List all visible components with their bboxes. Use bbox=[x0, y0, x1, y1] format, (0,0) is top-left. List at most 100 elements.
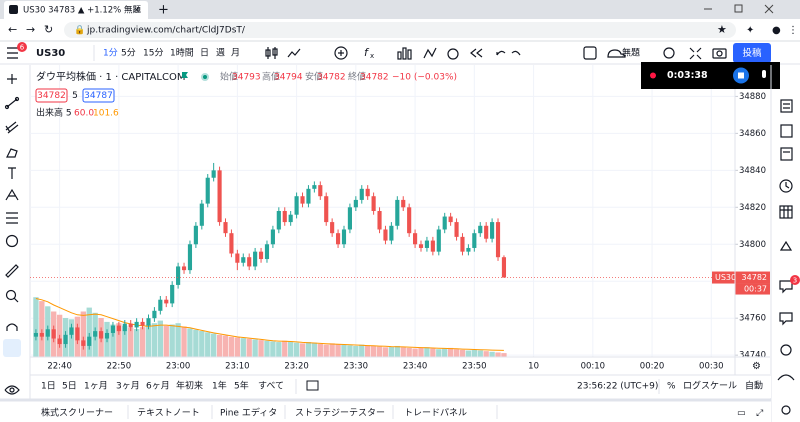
candle-body bbox=[51, 329, 56, 339]
symbol-name: ダウ平均株価 · 1 · CAPITALCOM bbox=[36, 70, 185, 83]
settings-icon[interactable]: ⚙ bbox=[752, 361, 761, 372]
volume-bar bbox=[222, 335, 229, 357]
y-tick-label: 34840 bbox=[739, 166, 766, 176]
candle-body bbox=[140, 321, 145, 326]
candle-body bbox=[187, 244, 193, 271]
bid: 34782 bbox=[37, 91, 66, 101]
volume-bar bbox=[210, 333, 217, 357]
candle-body bbox=[146, 318, 151, 326]
goto-date[interactable] bbox=[306, 380, 319, 391]
volume-bar bbox=[347, 345, 353, 357]
toolbar-icons[interactable] bbox=[265, 46, 727, 60]
interval[interactable]: 月 bbox=[231, 48, 240, 59]
volume-bar bbox=[483, 351, 489, 357]
volume-legend: 出来高 5 bbox=[36, 107, 72, 119]
panel-tab[interactable]: 株式スクリーナー bbox=[41, 407, 113, 419]
legend-value: 34782 bbox=[360, 73, 389, 83]
sidebar-icons[interactable] bbox=[777, 99, 795, 415]
candle-body bbox=[81, 340, 86, 346]
range-group: 1日 5日 1ヶ月 3ヶ月 6ヶ月 年初来 1年 5年 すべて bbox=[41, 380, 284, 392]
mic-icon[interactable] bbox=[762, 70, 766, 78]
legend-value: 34794 bbox=[274, 73, 303, 83]
range-button[interactable]: 年初来 bbox=[176, 380, 203, 392]
interval-group: 1分 5分 15分 1時間日週月 bbox=[103, 48, 240, 59]
volume-bar bbox=[133, 329, 140, 357]
indicators-icon[interactable]: f bbox=[364, 46, 370, 59]
panel-tab[interactable]: ストラテジーテスター bbox=[295, 408, 385, 419]
interval[interactable]: 1時間 bbox=[170, 48, 194, 59]
active-tab[interactable] bbox=[4, 1, 148, 19]
log-toggle[interactable]: ログスケール bbox=[683, 380, 737, 392]
symbol[interactable]: US30 bbox=[36, 48, 65, 59]
publish-label: 投稿 bbox=[742, 47, 762, 59]
collapse[interactable]: ▭ bbox=[737, 409, 746, 419]
reload-button[interactable]: ↻ bbox=[44, 23, 53, 36]
volume-bar bbox=[370, 345, 377, 357]
range-button[interactable]: 1年 bbox=[212, 380, 227, 392]
range-button[interactable]: 5日 bbox=[62, 381, 77, 392]
volume-bar bbox=[169, 324, 175, 357]
candle-body bbox=[484, 225, 489, 239]
volume-bar bbox=[394, 345, 400, 357]
range-button[interactable]: すべて bbox=[258, 381, 284, 392]
menu[interactable]: ⋮ bbox=[788, 25, 798, 36]
candle-body bbox=[383, 229, 388, 241]
tab-close[interactable]: × bbox=[133, 6, 141, 16]
interval[interactable]: 5分 bbox=[121, 48, 136, 59]
badge bbox=[17, 42, 27, 52]
range-button[interactable]: 1日 bbox=[41, 381, 56, 392]
layout-name[interactable]: 無題 bbox=[622, 47, 640, 59]
volume-bar bbox=[418, 347, 424, 357]
interval[interactable]: 15分 bbox=[143, 48, 163, 59]
active-tool[interactable] bbox=[3, 339, 21, 357]
buy-box[interactable] bbox=[82, 88, 115, 103]
range-button[interactable]: 3ヶ月 bbox=[116, 381, 140, 392]
candle-body bbox=[170, 284, 175, 304]
panel-tab[interactable]: トレードパネル bbox=[404, 408, 467, 419]
interval[interactable]: 週 bbox=[216, 48, 225, 59]
market-status bbox=[201, 73, 209, 81]
volume-bar bbox=[110, 324, 116, 357]
volume-bar bbox=[163, 325, 169, 357]
range-button[interactable]: 1ヶ月 bbox=[84, 381, 108, 392]
volume-ma-value: 101.6 bbox=[93, 109, 119, 119]
panel-tab[interactable]: テキストノート bbox=[137, 408, 200, 419]
panel-tab[interactable]: Pine エディタ bbox=[220, 407, 277, 419]
drawing-tools[interactable] bbox=[4, 74, 20, 395]
url-box[interactable] bbox=[64, 22, 736, 38]
percent-toggle[interactable]: % bbox=[667, 382, 676, 392]
candle-body bbox=[181, 266, 187, 271]
candle-body bbox=[176, 266, 181, 285]
candle-body bbox=[39, 332, 44, 337]
x-tick-label: 23:50 bbox=[462, 362, 487, 372]
range-button[interactable]: 5年 bbox=[234, 380, 249, 392]
avatar[interactable]: ● bbox=[772, 25, 781, 36]
interval[interactable]: 1分 bbox=[103, 48, 118, 59]
y-tick-label: 34820 bbox=[739, 203, 766, 213]
interval[interactable]: 日 bbox=[200, 48, 209, 59]
sell-box[interactable] bbox=[35, 88, 68, 103]
candle-body bbox=[335, 233, 341, 245]
window-controls[interactable] bbox=[704, 4, 774, 14]
candle-body bbox=[45, 329, 50, 337]
forward-button[interactable]: → bbox=[26, 23, 35, 36]
candle-body bbox=[128, 323, 133, 328]
volume-bar bbox=[157, 320, 164, 357]
publish-button[interactable] bbox=[733, 43, 771, 63]
bookmark-star[interactable]: ★ bbox=[717, 23, 727, 36]
ask: 34787 bbox=[84, 91, 113, 101]
maximize[interactable]: ⤢ bbox=[755, 409, 763, 419]
auto-toggle[interactable]: 自動 bbox=[745, 380, 763, 392]
hamburger[interactable] bbox=[7, 47, 18, 59]
volume-bar bbox=[495, 352, 501, 357]
back-button[interactable]: ← bbox=[8, 23, 17, 36]
volume-bar bbox=[270, 341, 276, 357]
extensions[interactable]: ✦ bbox=[746, 25, 754, 36]
range-button[interactable]: 6ヶ月 bbox=[146, 381, 170, 392]
new-tab[interactable]: + bbox=[158, 3, 169, 18]
clock[interactable]: 23:56:22 (UTC+9) bbox=[577, 382, 658, 392]
spread: 5 bbox=[72, 91, 78, 101]
badge-count: 6 bbox=[20, 44, 25, 52]
candle-body bbox=[401, 199, 406, 208]
